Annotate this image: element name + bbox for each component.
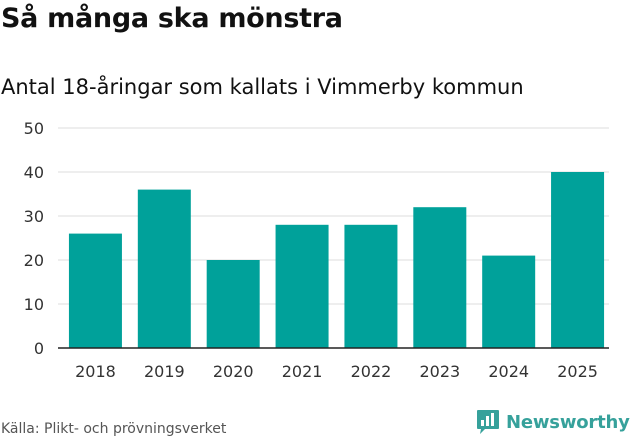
y-tick-label-50: 50 (24, 119, 44, 138)
bar-2025 (551, 172, 605, 348)
bar-2023 (413, 207, 467, 348)
bar-2024 (482, 255, 536, 348)
bar-2021 (275, 224, 329, 348)
y-tick-label-30: 30 (24, 207, 44, 226)
y-tick-label-10: 10 (24, 295, 44, 314)
source-note: Källa: Plikt- och prövningsverket (1, 421, 227, 437)
x-tick-label-2018: 2018 (75, 362, 116, 381)
x-tick-label-2020: 2020 (213, 362, 254, 381)
y-tick-label-40: 40 (24, 163, 44, 182)
x-tick-label-2022: 2022 (351, 362, 392, 381)
bar-2020 (206, 260, 260, 348)
newsworthy-logo-icon (477, 410, 499, 434)
y-tick-label-20: 20 (24, 251, 44, 270)
brand-name: Newsworthy (506, 411, 630, 433)
x-tick-label-2025: 2025 (557, 362, 598, 381)
x-tick-label-2019: 2019 (144, 362, 185, 381)
bar-2022 (344, 224, 398, 348)
bar-2019 (137, 189, 191, 348)
brand: Newsworthy (476, 408, 630, 436)
x-tick-label-2023: 2023 (419, 362, 460, 381)
x-tick-label-2024: 2024 (488, 362, 529, 381)
y-tick-label-0: 0 (34, 339, 44, 358)
x-tick-label-2021: 2021 (282, 362, 323, 381)
chart-subtitle: Antal 18-åringar som kallats i Vimmerby … (1, 75, 524, 99)
chart-title: Så många ska mönstra (1, 3, 343, 34)
bar-2018 (68, 233, 122, 348)
